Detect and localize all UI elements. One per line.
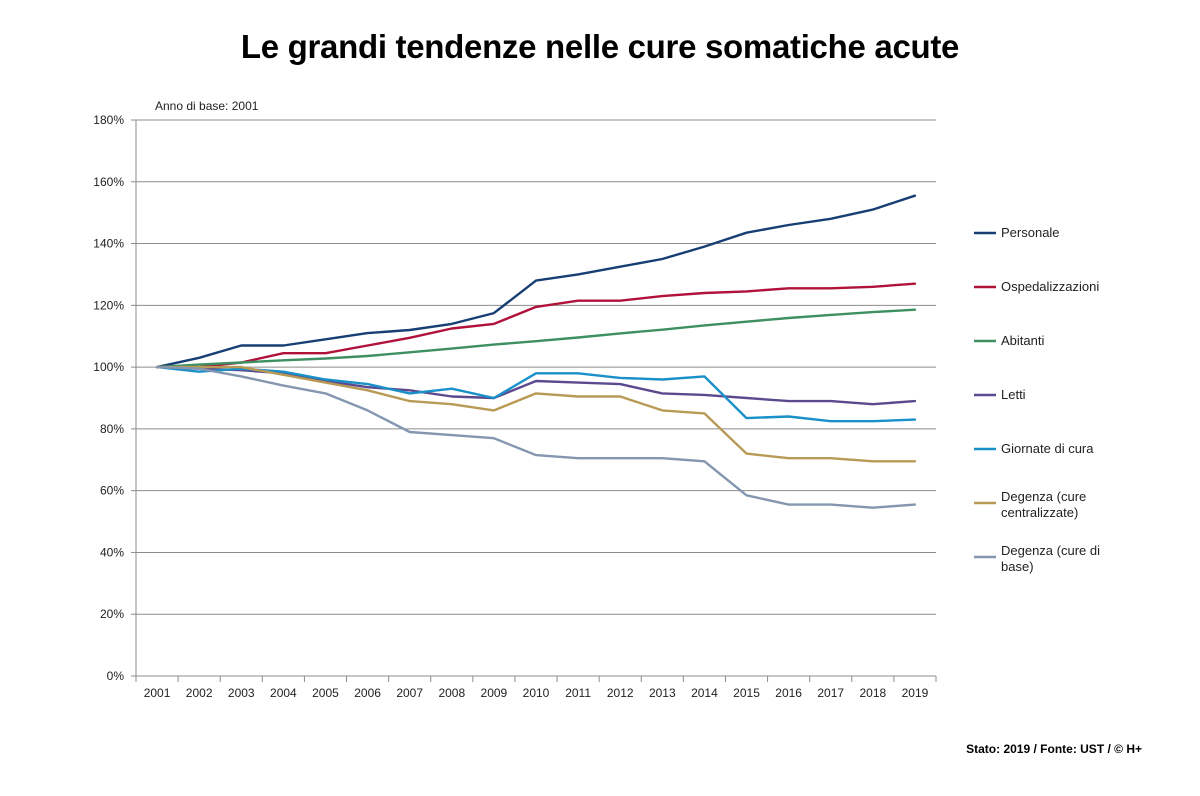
x-tick-label: 2008 (438, 686, 465, 700)
x-tick-label: 2011 (565, 686, 591, 700)
x-tick-label: 2018 (859, 686, 886, 700)
y-tick-label: 180% (93, 113, 124, 127)
y-tick-label: 20% (100, 607, 124, 621)
x-tick-label: 2014 (691, 686, 718, 700)
y-axis-ticks: 0% 20% 40% 60% 80% 100% 120% 140% 160% 180% (93, 113, 136, 683)
series-line-giornate-di-cura (155, 365, 917, 423)
legend-label: Abitanti (1001, 333, 1044, 348)
x-tick-label: 2003 (228, 686, 255, 700)
y-tick-label: 160% (93, 175, 124, 189)
x-tick-label: 2001 (144, 686, 171, 700)
y-tick-label: 60% (100, 484, 124, 498)
x-tick-label: 2009 (481, 686, 508, 700)
x-tick-label: 2015 (733, 686, 760, 700)
x-tick-label: 2017 (817, 686, 844, 700)
series-line-abitanti (155, 308, 917, 369)
legend-label: Personale (1001, 225, 1060, 240)
x-axis-ticks: 2001 2002 2003 2004 2005 2006 2007 2008 2009 2010… (135, 676, 937, 700)
x-tick-label: 2013 (649, 686, 676, 700)
y-tick-label: 100% (93, 360, 124, 374)
series-lines (155, 194, 917, 509)
x-tick-label: 2004 (270, 686, 297, 700)
legend: Personale Ospedalizzazioni Abitanti Letti Gi… (974, 225, 1100, 574)
gridlines (136, 119, 936, 615)
x-tick-label: 2007 (396, 686, 423, 700)
series-line-ospedalizzazioni (155, 282, 917, 369)
y-tick-label: 140% (93, 237, 124, 251)
x-tick-label: 2012 (607, 686, 634, 700)
axes (135, 120, 936, 677)
source-footer: Stato: 2019 / Fonte: UST / © H+ (966, 742, 1142, 756)
y-tick-label: 40% (100, 545, 124, 559)
legend-label: Degenza (cure centralizzate) (1001, 489, 1086, 520)
legend-label: Letti (1001, 387, 1026, 402)
legend-label: Ospedalizzazioni (1001, 279, 1099, 294)
x-tick-label: 2016 (775, 686, 802, 700)
y-tick-label: 0% (107, 669, 125, 683)
x-tick-label: 2006 (354, 686, 381, 700)
base-year-annotation: Anno di base: 2001 (155, 99, 259, 113)
series-line-degenza-cure-di-base (155, 365, 917, 509)
series-line-degenza-cure-centralizzate (155, 365, 917, 463)
series-line-personale (155, 194, 917, 369)
chart-title: Le grandi tendenze nelle cure somatiche … (240, 28, 960, 65)
y-tick-label: 120% (93, 298, 124, 312)
y-tick-label: 80% (100, 422, 124, 436)
x-tick-label: 2010 (523, 686, 550, 700)
x-tick-label: 2002 (186, 686, 213, 700)
legend-label: Degenza (cure di base) (1001, 543, 1100, 574)
x-tick-label: 2019 (902, 686, 929, 700)
series-line-letti (155, 365, 917, 406)
legend-label: Giornate di cura (1001, 441, 1094, 456)
x-tick-label: 2005 (312, 686, 339, 700)
